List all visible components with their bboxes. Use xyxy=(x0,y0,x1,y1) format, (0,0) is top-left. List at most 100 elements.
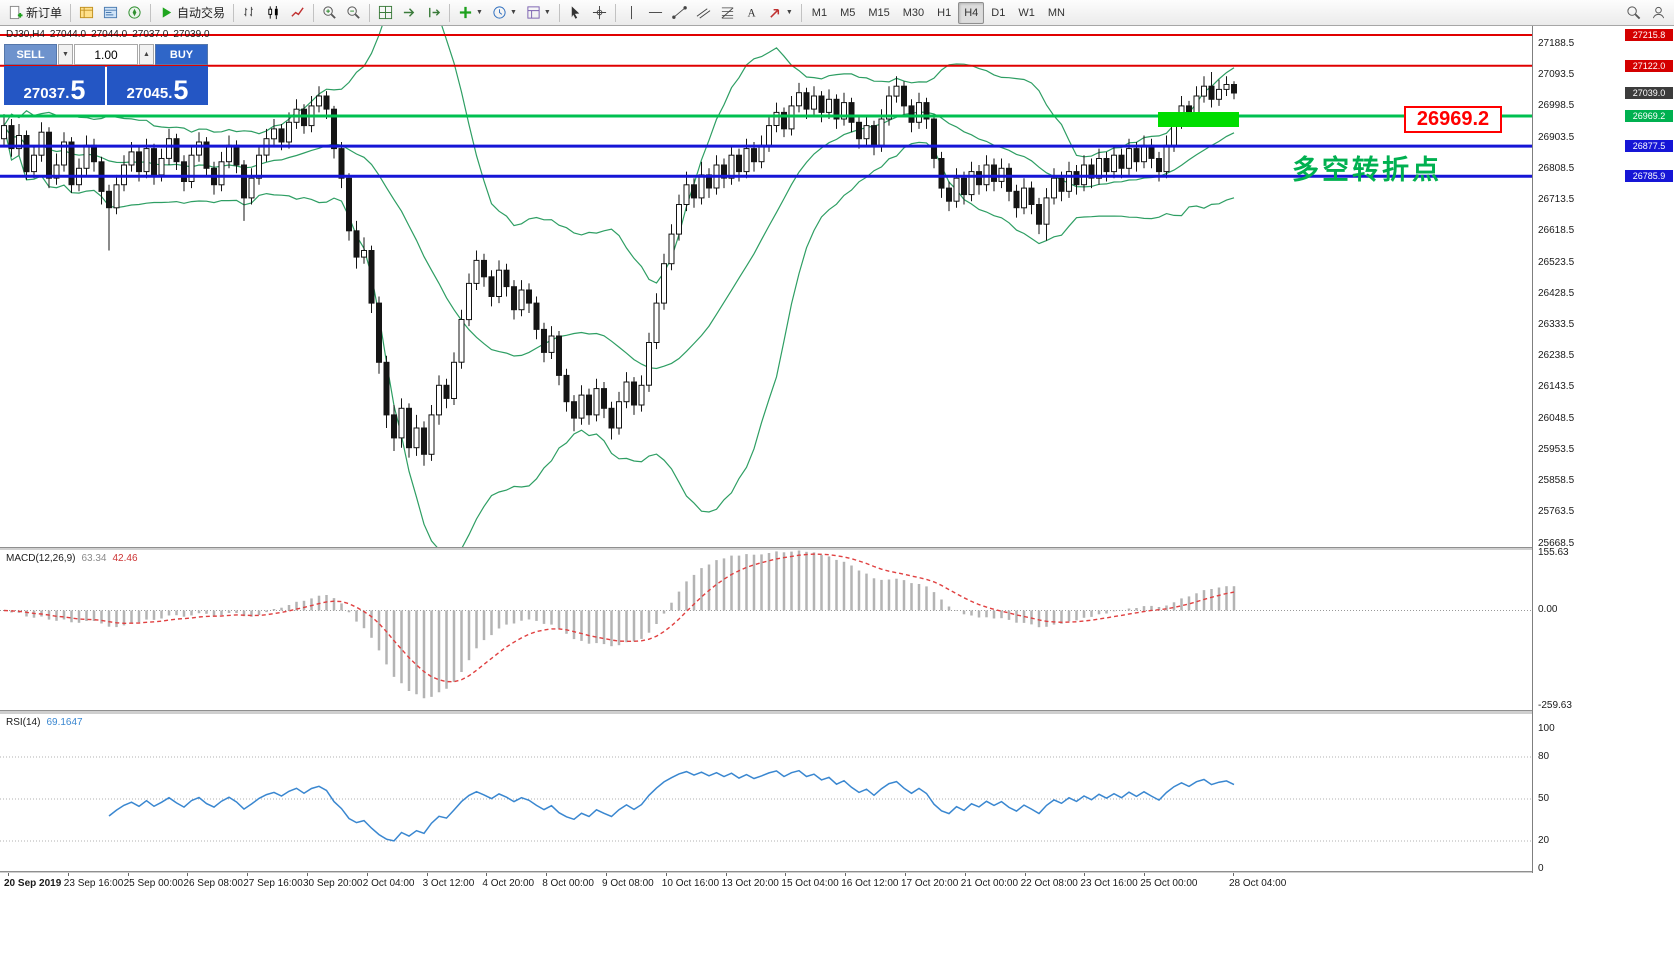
macd-panel[interactable]: MACD(12,26,9) 63.34 42.46 xyxy=(0,550,1532,710)
rsi-axis-label: 20 xyxy=(1538,835,1550,847)
price-tick: 25953.5 xyxy=(1538,443,1575,455)
hline-icon xyxy=(648,5,663,20)
time-tick xyxy=(307,873,308,876)
zoom-in-button[interactable] xyxy=(318,2,341,24)
time-tick xyxy=(905,873,906,876)
channel-button[interactable] xyxy=(692,2,715,24)
price-tick: 26428.5 xyxy=(1538,287,1575,299)
bar-chart-button[interactable] xyxy=(238,2,261,24)
rsi-panel[interactable]: RSI(14) 69.1647 xyxy=(0,714,1532,871)
price-tag-27215.8: 27215.8 xyxy=(1625,28,1673,41)
lot-increase-button[interactable]: ▲ xyxy=(139,44,154,65)
price-axis[interactable]: 27188.5 27093.5 26998.5 26903.5 26808.5 26713… xyxy=(1532,26,1674,874)
toolbar-separator xyxy=(313,3,315,22)
time-label: 22 Oct 08:00 xyxy=(1020,878,1078,889)
timeframe-m5-button[interactable]: M5 xyxy=(834,2,861,24)
user-button[interactable] xyxy=(1647,2,1670,24)
panel-divider[interactable] xyxy=(0,710,1674,714)
ohlc-high: 27044.0 xyxy=(91,29,128,40)
market-watch-icon xyxy=(79,5,94,20)
auto-trading-button[interactable]: 自动交易 xyxy=(155,2,229,24)
navigator-button[interactable] xyxy=(123,2,146,24)
timeframe-m30-button[interactable]: M30 xyxy=(897,2,930,24)
new-order-button[interactable]: 新订单 xyxy=(4,2,66,24)
buy-button[interactable]: BUY xyxy=(155,44,208,65)
crosshair-icon xyxy=(592,5,607,20)
templates-button[interactable]: ▼ xyxy=(522,2,555,24)
time-tick xyxy=(725,873,727,876)
template-icon xyxy=(526,5,541,20)
price-plot xyxy=(0,26,1532,547)
time-tick xyxy=(1084,873,1086,876)
chart-shift-icon xyxy=(426,5,441,20)
timeframe-d1-button[interactable]: D1 xyxy=(985,2,1011,24)
bollinger-lower xyxy=(3,125,1235,547)
price-tick: 25858.5 xyxy=(1538,475,1575,487)
periods-button[interactable]: ▼ xyxy=(488,2,521,24)
market-watch-button[interactable] xyxy=(75,2,98,24)
rsi-line xyxy=(108,769,1235,842)
rsi-axis-label: 100 xyxy=(1538,722,1555,734)
price-tag-26877.5: 26877.5 xyxy=(1625,140,1673,153)
sell-price[interactable]: 27037. 5 xyxy=(4,66,105,105)
panel-divider[interactable] xyxy=(0,871,1674,873)
time-label: 8 Oct 00:00 xyxy=(542,878,594,889)
price-tick: 27188.5 xyxy=(1538,37,1575,49)
price-tick: 26238.5 xyxy=(1538,350,1575,362)
panel-divider[interactable] xyxy=(0,547,1674,550)
lot-size-input[interactable] xyxy=(74,44,138,65)
vertical-line-button[interactable] xyxy=(620,2,643,24)
auto-scroll-button[interactable] xyxy=(398,2,421,24)
time-tick xyxy=(845,873,847,876)
timeframe-h4-button[interactable]: H4 xyxy=(958,1,985,24)
time-tick xyxy=(127,873,129,876)
macd-signal-value: 42.46 xyxy=(112,553,138,564)
search-button[interactable] xyxy=(1622,2,1645,24)
rsi-plot xyxy=(0,756,1532,842)
add-indicator-button[interactable]: ▼ xyxy=(454,2,487,24)
fibonacci-button[interactable] xyxy=(716,2,739,24)
text-button[interactable]: A xyxy=(740,2,763,24)
auto-scroll-icon xyxy=(402,5,417,20)
cursor-button[interactable] xyxy=(564,2,587,24)
trendline-button[interactable] xyxy=(668,2,691,24)
crosshair-button[interactable] xyxy=(588,2,611,24)
line-chart-button[interactable] xyxy=(286,2,309,24)
sell-price-frac: 5 xyxy=(70,75,86,106)
tile-windows-button[interactable] xyxy=(374,2,397,24)
timeframe-mn-button[interactable]: MN xyxy=(1042,2,1071,24)
arrows-button[interactable]: ▼ xyxy=(764,2,797,24)
time-label: 16 Oct 12:00 xyxy=(841,878,899,889)
toolbar-separator xyxy=(150,3,152,22)
turning-point-label[interactable]: 多空转折点 xyxy=(1292,155,1442,185)
data-window-button[interactable] xyxy=(99,2,122,24)
timeframe-h1-button[interactable]: H1 xyxy=(931,2,957,24)
price-callout[interactable]: 26969.2 xyxy=(1404,106,1502,133)
play-icon xyxy=(159,5,174,20)
ohlc-low: 27037.0 xyxy=(132,29,169,40)
clock-icon xyxy=(492,5,507,20)
price-tick: 25763.5 xyxy=(1538,506,1575,518)
macd-histogram xyxy=(10,550,1236,699)
line-chart-icon xyxy=(290,5,305,20)
zoom-out-button[interactable] xyxy=(342,2,365,24)
time-label: 30 Sep 20:00 xyxy=(303,878,363,889)
macd-plot xyxy=(0,550,1532,699)
timeframe-w1-button[interactable]: W1 xyxy=(1012,2,1041,24)
horizontal-line-button[interactable] xyxy=(644,2,667,24)
toolbar-separator xyxy=(800,3,802,22)
buy-price[interactable]: 27045. 5 xyxy=(107,66,208,105)
timeframe-m15-button[interactable]: M15 xyxy=(862,2,895,24)
lot-decrease-button[interactable]: ▼ xyxy=(58,44,73,65)
main-chart[interactable]: DJ30,H4 27044.0 27044.0 27037.0 27039.0 … xyxy=(0,26,1532,547)
timeframe-m1-button[interactable]: M1 xyxy=(806,2,833,24)
candle-chart-button[interactable] xyxy=(262,2,285,24)
ohlc-close: 27039.0 xyxy=(173,29,210,40)
time-axis[interactable]: 20 Sep 2019 23 Sep 16:00 25 Sep 00:00 26 Se… xyxy=(0,873,1674,899)
plus-icon xyxy=(458,5,473,20)
time-label: 27 Sep 16:00 xyxy=(243,878,303,889)
sell-button[interactable]: SELL xyxy=(4,44,57,65)
time-label: 15 Oct 04:00 xyxy=(781,878,839,889)
chart-shift-button[interactable] xyxy=(422,2,445,24)
highlight-rectangle[interactable] xyxy=(1157,111,1239,127)
